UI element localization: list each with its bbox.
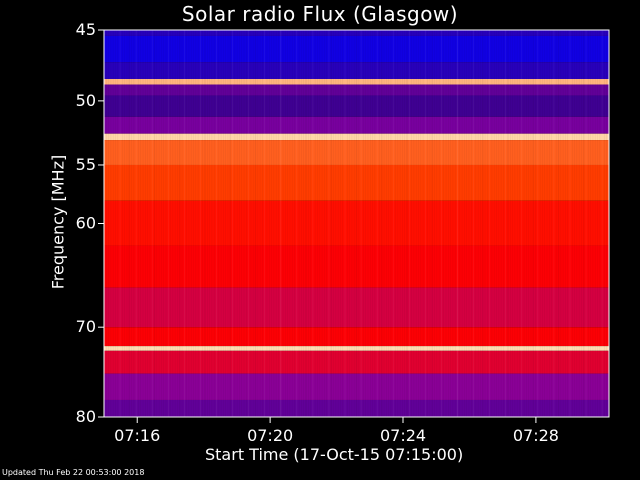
y-tick-label-4: 70 (76, 317, 96, 336)
spectrum-band-16 (104, 373, 609, 400)
x-tick-label-0: 07:16 (114, 426, 160, 445)
spectrum-band-17 (104, 399, 609, 417)
spectrum-band-5 (104, 95, 609, 117)
updated-timestamp: Updated Thu Feb 22 00:53:00 2018 (2, 468, 145, 477)
spectrum-band-4 (104, 84, 609, 96)
spectrum-band-15 (104, 350, 609, 374)
chart-title: Solar radio Flux (Glasgow) (181, 2, 459, 26)
y-axis-label: Frequency [MHz] (48, 154, 68, 290)
spectrum-band-10 (104, 200, 609, 246)
y-tick-label-0: 45 (76, 20, 96, 39)
spectrum-band-9 (104, 164, 609, 201)
spectrum-band-7 (104, 133, 609, 141)
x-axis-label: Start Time (17-Oct-15 07:15:00) (205, 445, 464, 464)
spectrum-band-11 (104, 245, 609, 288)
spectrum-band-3 (104, 78, 609, 85)
x-tick-label-3: 07:28 (513, 426, 559, 445)
y-tick-label-2: 55 (76, 155, 96, 174)
spectrum-band-2 (104, 62, 609, 79)
spectrum-band-13 (104, 327, 609, 347)
spectrum-band-8 (104, 140, 609, 165)
x-tick-label-2: 07:24 (380, 426, 426, 445)
spectrum-band-0 (104, 30, 609, 36)
spectrum-band-6 (104, 116, 609, 134)
spectrum-band-1 (104, 35, 609, 63)
x-tick-label-1: 07:20 (247, 426, 293, 445)
y-tick-label-1: 50 (76, 91, 96, 110)
ticks-layer: 45 50 55 60 70 80 07:16 07:20 07:24 07:28 (76, 20, 559, 445)
heat-layer (103, 30, 609, 417)
spectrum-band-12 (104, 287, 609, 328)
y-tick-label-3: 60 (76, 214, 96, 233)
y-tick-label-5: 80 (76, 407, 96, 426)
spectrum-band-14 (104, 346, 609, 351)
